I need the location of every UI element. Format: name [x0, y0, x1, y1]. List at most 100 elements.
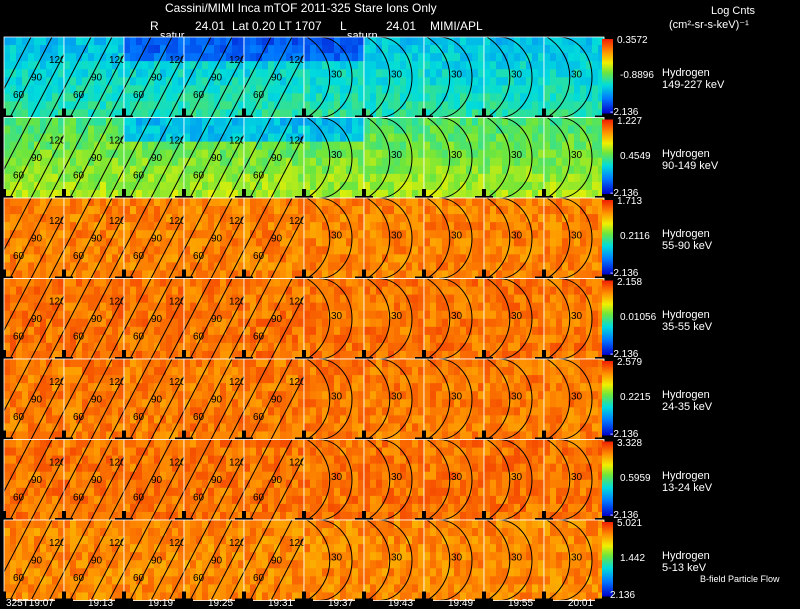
heatmap-panel: 30: [423, 117, 485, 199]
contour-label: 90: [31, 555, 43, 566]
contour-label: 30: [571, 230, 583, 241]
colorbar-min-label: -2.136: [610, 268, 639, 279]
contour-label: 90: [31, 233, 43, 244]
heatmap-panel: 30: [543, 439, 605, 521]
heatmap-panel: 30: [483, 36, 545, 118]
energy-range-label: 13-24 keV: [662, 481, 713, 494]
heatmap-panel: 30: [543, 358, 605, 440]
contour-label: 120: [169, 538, 186, 549]
contour-label: 60: [253, 412, 265, 423]
colorbar-min-label: -2.136: [610, 187, 639, 199]
contour-label: 30: [451, 150, 463, 161]
heatmap-panel: 30: [303, 117, 365, 199]
heatmap-panel: 30: [303, 278, 365, 360]
heatmap-panel: 30: [543, 519, 605, 601]
contour-label: 90: [151, 394, 163, 405]
heatmap-panel: 120 90 60: [228, 36, 314, 118]
contour-label: 30: [391, 472, 403, 483]
planet-marker: [235, 591, 253, 609]
heatmap-panel: 120 90 60: [168, 278, 254, 360]
species-label: Hydrogen: [662, 228, 710, 240]
species-label: Hydrogen: [662, 469, 710, 482]
time-tick-label: 19:43: [388, 598, 414, 609]
contour-label: 90: [211, 475, 223, 486]
colorbar-min-label: 2.136: [610, 590, 636, 601]
contour-label: 30: [391, 552, 403, 563]
contour-label: 30: [571, 150, 583, 161]
energy-channel-label: Hydrogen 55-90 keV: [662, 228, 712, 252]
contour-label: 90: [31, 475, 43, 486]
contour-label: 30: [391, 69, 403, 80]
contour-label: 30: [331, 472, 343, 483]
contour-label: 30: [571, 69, 583, 80]
r-value: 24.01: [195, 19, 226, 33]
contour-label: 60: [73, 90, 85, 101]
contour-label: 30: [511, 69, 523, 80]
heatmap-panel: 30: [363, 519, 425, 601]
colorbar-min-label: -2.136: [610, 509, 639, 521]
contour-label: 30: [511, 472, 523, 483]
energy-channel-label: Hydrogen 90-149 keV: [662, 148, 718, 172]
contour-label: 60: [133, 573, 145, 584]
heatmap-panel: 120 90 60: [0, 358, 74, 440]
energy-channel-label: Hydrogen 149-227 keV: [662, 67, 724, 91]
heatmap-panel: 30: [543, 36, 605, 118]
contour-label: 60: [193, 412, 205, 423]
planet-marker: [475, 591, 493, 609]
colorbar-max-label: 0.3572: [617, 35, 648, 46]
heatmap-panel: 30: [423, 439, 485, 521]
heatmap-panel: 30: [363, 36, 425, 118]
heatmap-panel: 30: [483, 278, 545, 360]
contour-label: 60: [13, 171, 25, 182]
contour-label: 60: [133, 332, 145, 343]
time-tick-label: 19:37: [328, 598, 354, 609]
contour-label: 30: [511, 150, 523, 161]
time-tick-label: 19:25: [208, 598, 234, 609]
heatmap-panel: 30: [423, 358, 485, 440]
contour-label: 30: [391, 311, 403, 322]
contour-label: 60: [73, 171, 85, 182]
contour-label: 120: [289, 55, 306, 66]
heatmap-panel: 120 90 60: [228, 519, 314, 601]
colorbar-units-title: Log Cnts: [711, 5, 756, 17]
contour-label: 30: [331, 69, 343, 80]
contour-label: 60: [13, 251, 25, 262]
planet-marker: [115, 591, 133, 609]
contour-label: 120: [289, 296, 306, 307]
energy-channel-label: Hydrogen 24-35 keV: [662, 389, 712, 413]
heatmap-panel: 30: [423, 278, 485, 360]
contour-label: 90: [31, 394, 43, 405]
energy-channel-label: Hydrogen 13-24 keV: [662, 470, 712, 494]
contour-label: 120: [109, 538, 126, 549]
organization-label: MIMI/APL: [430, 19, 483, 33]
contour-label: 120: [109, 135, 126, 146]
contour-label: 30: [331, 391, 343, 402]
heatmap-panel: 30: [423, 197, 485, 279]
contour-label: 120: [229, 296, 246, 307]
heatmap-panel: 120 90 60: [228, 197, 314, 279]
heatmap-panel: 30: [483, 519, 545, 601]
contour-label: 60: [253, 171, 265, 182]
heatmap-panel: 120 90 60: [0, 36, 74, 118]
contour-label: 60: [253, 573, 265, 584]
contour-label: 30: [571, 311, 583, 322]
contour-label: 60: [73, 573, 85, 584]
contour-label: 120: [169, 377, 186, 388]
contour-label: 90: [271, 394, 283, 405]
contour-label: 120: [229, 135, 246, 146]
heatmap-panel: 120 90 60: [228, 439, 314, 521]
contour-label: 90: [211, 314, 223, 325]
contour-label: 60: [133, 90, 145, 101]
contour-label: 90: [151, 555, 163, 566]
contour-label: 30: [391, 230, 403, 241]
contour-label: 30: [331, 311, 343, 322]
l-value: 24.01: [386, 19, 417, 33]
colorbar: [602, 280, 613, 355]
contour-label: 60: [193, 332, 205, 343]
contour-label: 30: [331, 150, 343, 161]
contour-label: 30: [511, 391, 523, 402]
colorbar-max-label: 1.227: [617, 115, 643, 127]
heatmap-panel: 30: [483, 197, 545, 279]
heatmap-panel: 30: [363, 117, 425, 199]
